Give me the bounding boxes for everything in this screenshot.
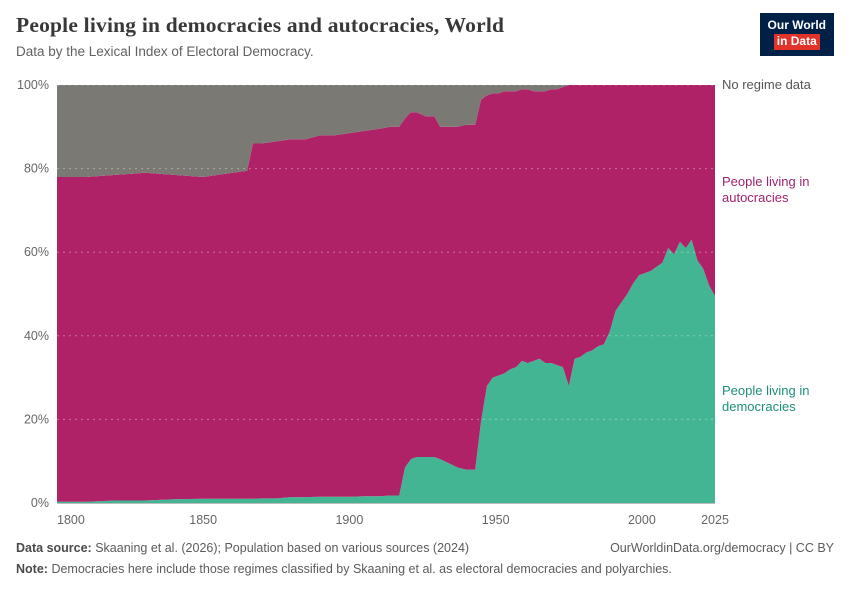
chart-header: People living in democracies and autocra… xyxy=(0,0,850,61)
chart-titles: People living in democracies and autocra… xyxy=(16,13,504,59)
owid-logo: Our World in Data xyxy=(759,13,834,56)
y-axis-tick-label: 0% xyxy=(31,496,49,510)
data-source-label: Data source: xyxy=(16,541,92,555)
x-axis-tick-label: 1950 xyxy=(482,513,510,527)
y-axis-tick-label: 40% xyxy=(24,329,49,343)
series-label-no-regime-data: No regime data xyxy=(722,77,811,92)
y-axis-tick-label: 20% xyxy=(24,412,49,426)
chart-footer: Data source: Skaaning et al. (2026); Pop… xyxy=(0,531,850,579)
owid-logo-line2: in Data xyxy=(773,34,820,50)
y-axis-tick-label: 80% xyxy=(24,162,49,176)
chart-subtitle: Data by the Lexical Index of Electoral D… xyxy=(16,44,314,59)
data-source-text: Skaaning et al. (2026); Population based… xyxy=(95,541,470,555)
x-axis-tick-label: 2025 xyxy=(701,513,729,527)
y-axis-tick-label: 60% xyxy=(24,245,49,259)
note-label: Note: xyxy=(16,561,48,576)
series-label-autocracies: People living in autocracies xyxy=(722,173,810,206)
x-axis-tick-label: 2000 xyxy=(628,513,656,527)
chart-area: 0% 20% 40% 60% 80% 100% 1800 1850 1900 1950 2000 20… xyxy=(0,61,850,531)
x-axis-tick-label: 1800 xyxy=(57,513,85,527)
note-text: Democracies here include those regimes c… xyxy=(51,561,672,576)
x-axis-tick-label: 1850 xyxy=(189,513,217,527)
owid-logo-line1: Our World xyxy=(767,18,826,32)
credit-link[interactable]: OurWorldinData.org/democracy | CC BY xyxy=(610,541,834,555)
area-no-regime-data[interactable] xyxy=(57,85,715,177)
series-label-democracies: People living in democracies xyxy=(722,382,810,415)
area-autocracies[interactable] xyxy=(57,85,715,502)
y-axis-tick-label: 100% xyxy=(17,78,49,92)
chart-title: People living in democracies and autocra… xyxy=(16,13,505,37)
data-source-line: Data source: Skaaning et al. (2026); Pop… xyxy=(16,539,469,558)
area-democracies[interactable] xyxy=(57,239,715,503)
x-axis-tick-label: 1900 xyxy=(335,513,363,527)
stacked-area-chart[interactable]: 0% 20% 40% 60% 80% 100% 1800 1850 1900 1950 2000 20… xyxy=(0,61,850,531)
note-line: Note: Democracies here include those reg… xyxy=(16,560,834,579)
